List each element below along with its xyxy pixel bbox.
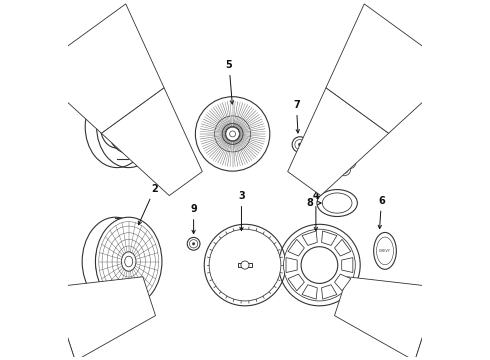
Ellipse shape [338, 154, 340, 157]
Ellipse shape [338, 163, 351, 176]
Polygon shape [342, 258, 353, 273]
Polygon shape [288, 239, 304, 256]
Ellipse shape [284, 229, 355, 301]
Ellipse shape [125, 256, 133, 267]
Ellipse shape [292, 137, 308, 152]
Polygon shape [302, 285, 318, 299]
Polygon shape [326, 4, 457, 133]
Ellipse shape [230, 131, 236, 137]
Ellipse shape [343, 168, 345, 171]
Text: 9: 9 [339, 112, 347, 148]
Ellipse shape [343, 149, 356, 162]
Ellipse shape [333, 149, 345, 162]
Text: 6: 6 [378, 195, 385, 229]
Ellipse shape [132, 131, 133, 133]
Polygon shape [51, 277, 155, 360]
Ellipse shape [96, 217, 162, 306]
Text: CHEVY: CHEVY [379, 249, 391, 253]
Ellipse shape [126, 125, 130, 129]
Ellipse shape [209, 229, 281, 301]
Text: 2: 2 [138, 184, 158, 225]
Ellipse shape [348, 161, 351, 163]
Ellipse shape [333, 156, 345, 168]
Ellipse shape [132, 121, 133, 122]
Polygon shape [321, 285, 337, 299]
Text: 7: 7 [293, 100, 300, 133]
Ellipse shape [322, 193, 352, 213]
Polygon shape [321, 231, 337, 246]
Text: 9: 9 [190, 204, 197, 234]
Ellipse shape [123, 121, 125, 122]
Polygon shape [335, 277, 439, 360]
Polygon shape [33, 4, 164, 133]
Ellipse shape [226, 127, 239, 141]
Text: 4: 4 [313, 191, 319, 231]
Ellipse shape [298, 143, 301, 146]
Polygon shape [101, 88, 202, 195]
Text: 1: 1 [126, 49, 133, 94]
Polygon shape [335, 274, 351, 291]
Ellipse shape [123, 131, 125, 133]
Polygon shape [415, 287, 490, 360]
Ellipse shape [82, 217, 148, 306]
Polygon shape [286, 258, 297, 273]
Ellipse shape [348, 154, 351, 157]
Text: 5: 5 [226, 60, 234, 104]
Polygon shape [288, 274, 304, 291]
Text: 8: 8 [307, 198, 321, 208]
Ellipse shape [215, 116, 250, 152]
Ellipse shape [317, 190, 357, 216]
Polygon shape [0, 287, 75, 360]
Ellipse shape [338, 161, 340, 163]
Polygon shape [302, 231, 318, 246]
Text: 3: 3 [238, 191, 245, 231]
Ellipse shape [343, 156, 356, 168]
Ellipse shape [193, 243, 195, 245]
Ellipse shape [301, 247, 338, 283]
Ellipse shape [187, 238, 200, 250]
Ellipse shape [374, 233, 396, 269]
Polygon shape [288, 88, 389, 195]
Bar [238, 263, 245, 267]
Polygon shape [335, 239, 351, 256]
Bar [245, 263, 252, 267]
Ellipse shape [241, 261, 249, 269]
